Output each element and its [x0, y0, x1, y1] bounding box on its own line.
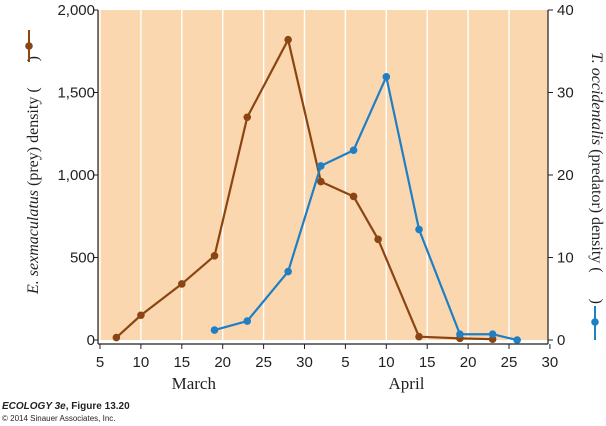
x-tick-label: 25 — [255, 354, 272, 371]
prey-data-point — [415, 332, 423, 341]
prey-data-point — [349, 192, 358, 201]
predator-data-point — [243, 317, 252, 325]
prey-data-point — [210, 252, 219, 260]
y-left-species: E. sexmaculatus — [25, 190, 42, 295]
y-right-tick-label: 20 — [557, 167, 574, 184]
prey-data-point — [178, 280, 186, 288]
predator-density-line — [214, 75, 518, 342]
y-right-tick-label: 10 — [557, 250, 574, 267]
x-tick-label: 10 — [133, 354, 150, 371]
y-left-tick-label: 500 — [70, 250, 95, 267]
y-left-axis-title: E. sexmaculatus (prey) density () — [25, 56, 42, 295]
y-left-tick-label: 2,000 — [57, 2, 95, 19]
y-left-tick-label: 1,500 — [57, 85, 95, 102]
y-right-tick-labels: 0 10 20 30 40 — [557, 2, 574, 349]
y-right-species: T. occidentalis — [588, 52, 605, 145]
predator-data-point — [284, 267, 292, 276]
axes — [93, 9, 553, 349]
y-left-tick-label: 1,000 — [57, 167, 95, 184]
prey-data-point — [284, 35, 292, 44]
copyright-notice: © 2014 Sinauer Associates, Inc. — [2, 414, 116, 423]
y-right-tick-label: 0 — [557, 332, 565, 349]
y-left-tick-labels: 0 500 1,000 1,500 2,000 — [57, 2, 95, 349]
figure-caption: ECOLOGY 3e, Figure 13.20 — [2, 401, 130, 412]
y-left-tick-label: 0 — [87, 332, 95, 349]
x-tick-label: 20 — [460, 354, 477, 371]
x-tick-label: 5 — [341, 354, 349, 371]
x-tick-label: 30 — [296, 354, 313, 371]
y-right-tick-label: 30 — [557, 85, 574, 102]
y-left-label-end: ) — [25, 56, 42, 61]
x-tick-label: 10 — [378, 354, 395, 371]
x-tick-labels: 5 10 15 20 25 30 5 10 15 20 25 30 — [96, 354, 558, 371]
prey-legend-marker — [25, 30, 33, 62]
predator-legend-marker — [591, 306, 599, 340]
prey-data-point — [137, 311, 145, 320]
predator-data-point — [415, 225, 423, 234]
predator-legend-dot — [591, 318, 599, 326]
x-tick-label: 15 — [173, 354, 190, 371]
prey-density-line — [115, 38, 493, 341]
month-labels: March April — [172, 374, 425, 393]
x-tick-label: 25 — [501, 354, 518, 371]
x-tick-label: 30 — [542, 354, 559, 371]
data-series — [112, 35, 521, 344]
predator-data-point — [317, 162, 325, 170]
prey-data-point — [374, 235, 382, 244]
predator-data-point — [513, 336, 521, 344]
month-label: March — [172, 374, 217, 393]
predator-data-point — [382, 73, 391, 81]
predator-data-point — [456, 330, 464, 339]
prey-data-point — [112, 333, 121, 342]
x-tick-label: 15 — [419, 354, 436, 371]
y-right-label-rest: (predator) density ( — [588, 145, 605, 273]
predator-data-point — [488, 330, 497, 339]
x-tick-label: 20 — [214, 354, 231, 371]
prey-legend-dot — [25, 42, 33, 50]
prey-data-point — [243, 113, 252, 122]
y-right-tick-label: 40 — [557, 2, 574, 19]
prey-data-point — [317, 177, 325, 186]
y-right-label-end: ) — [588, 299, 605, 304]
predator-data-point — [349, 146, 358, 155]
y-right-axis-title: T. occidentalis (predator) density () — [588, 52, 605, 304]
figure-number: , Figure 13.20 — [65, 401, 130, 412]
plot-background — [98, 10, 548, 340]
x-tick-label: 5 — [96, 354, 104, 371]
y-left-label-rest: (prey) density ( — [25, 87, 42, 190]
month-label: April — [389, 374, 425, 393]
grid-lines — [99, 10, 510, 340]
book-title: ECOLOGY 3e — [2, 401, 66, 412]
predator-data-point — [210, 326, 219, 334]
